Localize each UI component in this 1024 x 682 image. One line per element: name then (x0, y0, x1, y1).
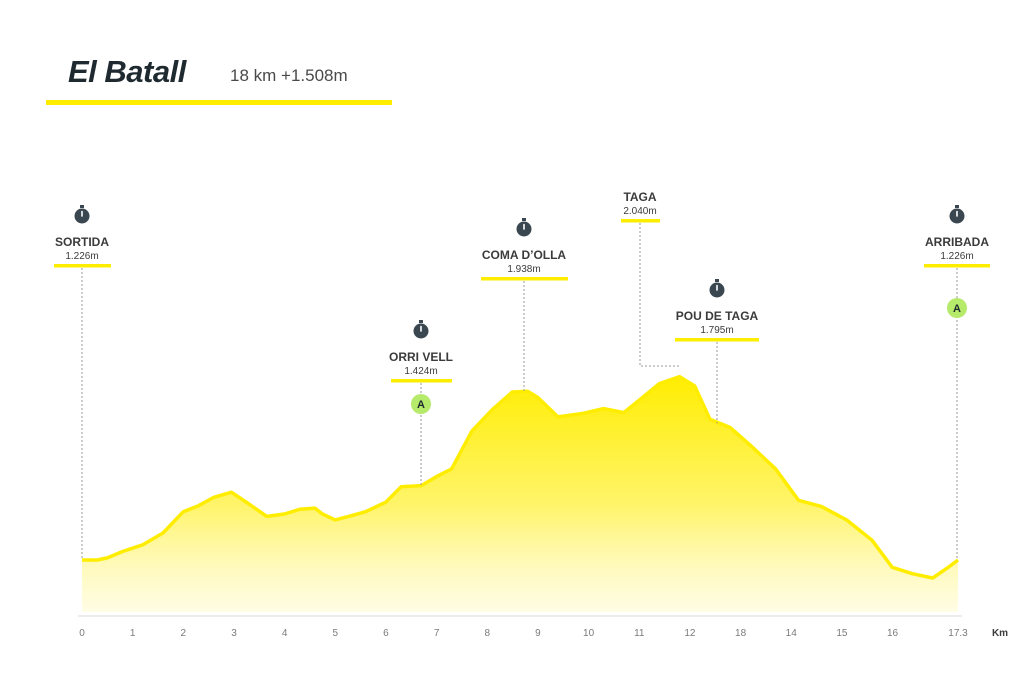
x-tick-label: 0 (79, 628, 85, 639)
aid-station-badge: A (411, 394, 431, 414)
race-title: El Batall (68, 54, 186, 89)
x-tick-label: 15 (836, 628, 848, 639)
leader-line (639, 223, 679, 367)
x-tick-label: 1 (130, 628, 136, 639)
stopwatch-icon (516, 218, 532, 237)
x-tick-label: 8 (484, 628, 490, 639)
waypoint-name: SORTIDA (55, 235, 109, 249)
stopwatch-icon (709, 279, 725, 298)
aid-station-label: A (953, 303, 961, 315)
waypoint-name: COMA D’OLLA (482, 248, 567, 262)
x-tick-label: 10 (583, 628, 595, 639)
stopwatch-icon (413, 320, 429, 339)
waypoint-elevation: 1.226m (940, 251, 973, 262)
x-tick-label: 4 (282, 628, 288, 639)
waypoint-name: ARRIBADA (925, 235, 989, 249)
x-axis-unit: Km (992, 628, 1008, 639)
x-tick-label: 17.3 (948, 628, 968, 639)
waypoint-bar (391, 379, 452, 383)
waypoint-bar (924, 264, 990, 268)
waypoint-name: TAGA (623, 190, 656, 204)
profile-line (82, 374, 960, 580)
stopwatch-icon (74, 205, 90, 224)
x-tick-label: 7 (434, 628, 440, 639)
waypoint-orri-vell: ORRI VELL 1.424m A (389, 320, 453, 486)
waypoint-elevation: 2.040m (623, 206, 656, 217)
waypoint-bar (621, 219, 660, 223)
waypoint-bar (481, 277, 568, 281)
waypoint-elevation: 1.795m (700, 325, 733, 336)
title-underline (46, 100, 392, 105)
x-tick-label: 5 (333, 628, 339, 639)
x-tick-label: 6 (383, 628, 389, 639)
waypoint-taga: TAGA 2.040m (621, 190, 679, 367)
waypoint-coma-d-olla: COMA D’OLLA 1.938m (481, 218, 568, 392)
waypoint-elevation: 1.226m (65, 251, 98, 262)
waypoint-sortida: SORTIDA 1.226m (54, 205, 111, 560)
profile-area (82, 376, 958, 612)
waypoint-name: ORRI VELL (389, 350, 453, 364)
waypoint-elevation: 1.938m (507, 264, 540, 275)
x-tick-label: 14 (786, 628, 798, 639)
aid-station-label: A (417, 399, 425, 411)
x-tick-label: 16 (887, 628, 899, 639)
x-tick-label: 18 (735, 628, 747, 639)
x-tick-label: 2 (181, 628, 187, 639)
stopwatch-icon (949, 205, 965, 224)
waypoint-elevation: 1.424m (404, 366, 437, 377)
x-tick-label: 11 (634, 628, 645, 639)
x-tick-label: 3 (231, 628, 237, 639)
aid-station-badge: A (947, 298, 967, 318)
x-tick-label: 9 (535, 628, 541, 639)
header: El Batall 18 km +1.508m (46, 52, 392, 108)
race-subtitle: 18 km +1.508m (230, 66, 348, 85)
x-tick-label: 12 (684, 628, 696, 639)
waypoint-bar (675, 338, 759, 342)
waypoint-name: POU DE TAGA (676, 309, 759, 323)
waypoint-pou-de-taga: POU DE TAGA 1.795m (675, 279, 759, 424)
waypoint-bar (54, 264, 111, 268)
waypoint-arribada: ARRIBADA 1.226m A (924, 205, 990, 560)
